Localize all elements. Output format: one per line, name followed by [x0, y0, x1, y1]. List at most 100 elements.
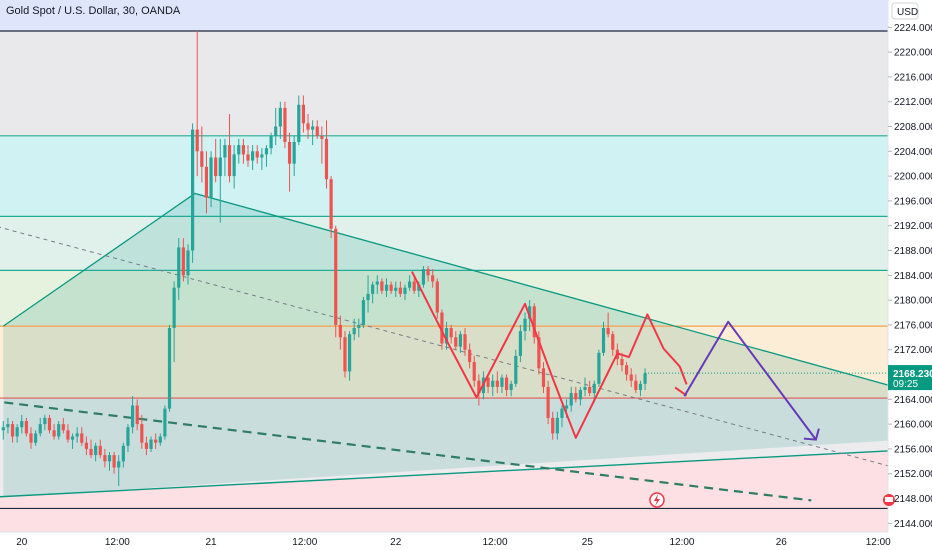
candle[interactable]	[454, 331, 458, 350]
candle[interactable]	[495, 371, 499, 394]
candle[interactable]	[398, 281, 402, 298]
candle[interactable]	[140, 414, 144, 449]
candle[interactable]	[29, 427, 33, 449]
candle[interactable]	[112, 452, 116, 474]
candle[interactable]	[375, 275, 379, 294]
candle[interactable]	[297, 95, 301, 146]
candle[interactable]	[311, 120, 315, 146]
candle[interactable]	[130, 396, 135, 434]
candle[interactable]	[149, 436, 153, 453]
candle[interactable]	[458, 331, 462, 353]
candle[interactable]	[135, 399, 139, 431]
candle[interactable]	[154, 433, 158, 449]
candle[interactable]	[274, 107, 278, 146]
candle[interactable]	[186, 244, 190, 285]
flag-icon[interactable]	[883, 494, 895, 506]
candle[interactable]	[181, 238, 185, 282]
candle[interactable]	[601, 321, 606, 356]
candle[interactable]	[200, 126, 204, 183]
candle[interactable]	[347, 331, 352, 381]
candle[interactable]	[569, 386, 573, 412]
candle[interactable]	[195, 31, 199, 177]
candle[interactable]	[6, 417, 10, 434]
candle[interactable]	[66, 424, 70, 443]
candle[interactable]	[144, 436, 149, 456]
candle[interactable]	[611, 331, 615, 356]
candle[interactable]	[468, 343, 472, 369]
candle[interactable]	[394, 281, 398, 298]
candle[interactable]	[546, 380, 550, 425]
candle[interactable]	[361, 297, 366, 329]
candle[interactable]	[624, 362, 629, 381]
candle[interactable]	[121, 442, 125, 468]
candle[interactable]	[241, 138, 245, 164]
candle[interactable]	[324, 120, 329, 189]
candle[interactable]	[551, 411, 555, 440]
candle[interactable]	[541, 362, 546, 394]
candle[interactable]	[421, 266, 426, 288]
candle[interactable]	[292, 135, 296, 177]
candle[interactable]	[10, 421, 15, 443]
candle[interactable]	[426, 266, 430, 282]
candle[interactable]	[315, 120, 319, 139]
candle[interactable]	[117, 455, 121, 487]
candle[interactable]	[163, 405, 167, 440]
candle[interactable]	[251, 145, 255, 170]
candle[interactable]	[366, 275, 370, 313]
candle[interactable]	[20, 414, 24, 434]
candle[interactable]	[204, 151, 209, 214]
candle[interactable]	[449, 324, 453, 344]
candle[interactable]	[126, 424, 130, 453]
candle[interactable]	[103, 448, 107, 468]
candle[interactable]	[227, 114, 232, 183]
candle[interactable]	[246, 145, 250, 167]
candle[interactable]	[278, 101, 282, 139]
candle[interactable]	[643, 368, 647, 391]
candle[interactable]	[384, 278, 389, 298]
candle[interactable]	[352, 318, 356, 341]
candle[interactable]	[634, 374, 638, 394]
candle[interactable]	[431, 269, 435, 288]
candle[interactable]	[80, 427, 84, 446]
candle[interactable]	[57, 421, 61, 440]
candle[interactable]	[403, 284, 407, 301]
candle[interactable]	[560, 405, 564, 428]
candle[interactable]	[107, 452, 112, 471]
candle[interactable]	[606, 312, 610, 338]
candle[interactable]	[509, 380, 513, 397]
candle[interactable]	[629, 368, 633, 387]
candle[interactable]	[158, 433, 162, 446]
candle[interactable]	[504, 374, 509, 397]
candle[interactable]	[269, 132, 273, 155]
candle[interactable]	[61, 417, 65, 434]
candle[interactable]	[24, 417, 28, 437]
candle[interactable]	[94, 442, 98, 462]
candle[interactable]	[1, 421, 5, 440]
candle[interactable]	[287, 132, 292, 192]
candle[interactable]	[334, 225, 338, 338]
lightning-icon[interactable]	[649, 492, 665, 508]
candle[interactable]	[223, 138, 227, 177]
candle[interactable]	[574, 386, 578, 403]
candle[interactable]	[389, 281, 393, 294]
candle[interactable]	[435, 278, 439, 319]
candle[interactable]	[306, 114, 310, 139]
candle[interactable]	[218, 138, 222, 223]
candle[interactable]	[255, 145, 259, 164]
candle[interactable]	[89, 439, 93, 459]
candle[interactable]	[583, 377, 587, 397]
candle[interactable]	[338, 315, 342, 350]
candle[interactable]	[301, 95, 306, 133]
candle[interactable]	[43, 414, 47, 431]
candle[interactable]	[444, 321, 449, 350]
candle[interactable]	[172, 281, 176, 363]
candle[interactable]	[514, 349, 518, 387]
candle[interactable]	[320, 126, 324, 164]
candle[interactable]	[500, 374, 504, 394]
candle[interactable]	[214, 138, 218, 183]
candle[interactable]	[190, 123, 195, 263]
candle[interactable]	[209, 151, 213, 208]
candle[interactable]	[260, 148, 264, 170]
candle[interactable]	[380, 278, 384, 294]
candle[interactable]	[523, 312, 527, 341]
